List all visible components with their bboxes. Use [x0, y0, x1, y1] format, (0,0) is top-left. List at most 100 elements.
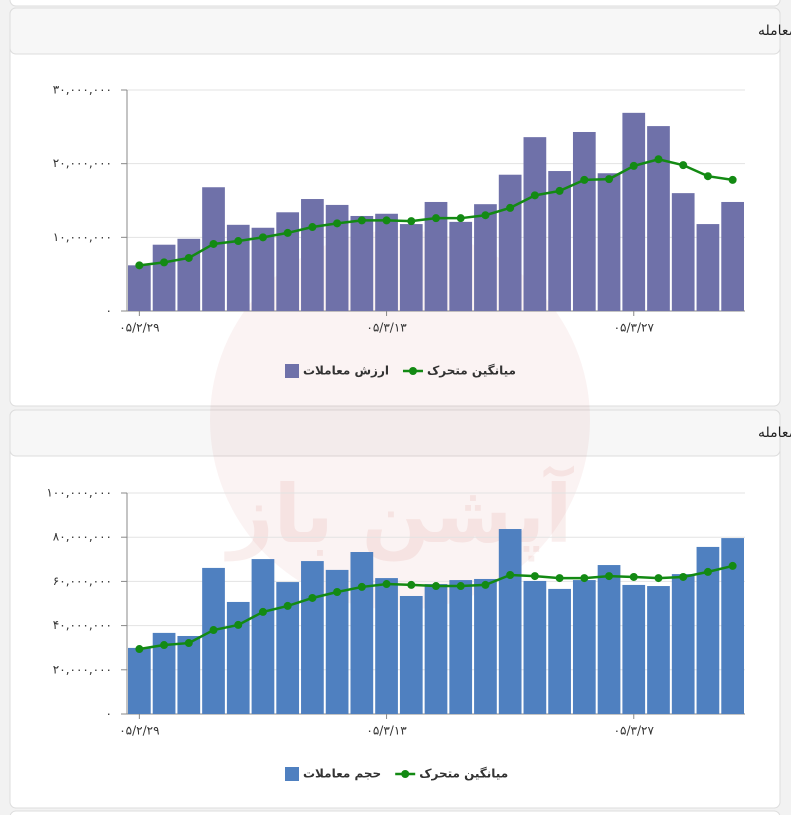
bar	[177, 635, 201, 714]
bar	[696, 224, 720, 311]
line-point	[728, 175, 737, 184]
line-point	[432, 214, 440, 223]
bar	[449, 221, 473, 311]
line-point	[308, 223, 317, 232]
bar	[301, 199, 324, 311]
line-point	[333, 588, 342, 597]
x-tick-label: ۰۵/۳/۲۷	[614, 724, 655, 738]
bar	[696, 546, 720, 714]
chart-title: نمودار روزانه حجم معاملات اختیار معامله	[758, 425, 791, 441]
bar	[128, 647, 151, 714]
bar	[424, 201, 448, 311]
bar	[424, 584, 448, 714]
line-point	[135, 261, 144, 270]
line-point	[258, 233, 267, 242]
y-tick-label: ۶۰,۰۰۰,۰۰۰	[53, 574, 112, 588]
line-point	[382, 580, 391, 589]
line-point	[209, 626, 218, 635]
bar	[671, 574, 695, 714]
bar	[523, 580, 547, 714]
line-point	[283, 228, 292, 237]
line-point	[209, 239, 218, 248]
line-point	[506, 203, 515, 212]
bar	[474, 578, 497, 714]
line-point	[308, 593, 317, 602]
line-point	[679, 572, 688, 581]
bar	[177, 238, 201, 311]
bar	[597, 565, 621, 714]
card-edge	[9, 0, 781, 7]
y-tick-label: ۲۰,۰۰۰,۰۰۰	[53, 662, 112, 676]
y-tick-label: ۰	[106, 304, 112, 318]
legend-swatch	[285, 364, 299, 378]
line-point	[135, 645, 144, 654]
y-tick-label: ۸۰,۰۰۰,۰۰۰	[53, 530, 112, 544]
line-point	[530, 572, 539, 581]
bar	[202, 187, 225, 311]
line-point	[654, 574, 663, 583]
chart-title: نمودار روزانه ارزش معاملات اختیار معامله	[758, 23, 791, 39]
legend-label: میانگین متحرک	[427, 364, 516, 378]
line-point	[432, 582, 440, 591]
legend-swatch	[401, 770, 410, 778]
legend-swatch	[285, 767, 299, 781]
line-point	[530, 191, 539, 200]
x-tick-label: ۰۵/۳/۱۳	[366, 321, 407, 335]
bar	[375, 213, 398, 311]
bar	[721, 201, 744, 311]
line-point	[407, 580, 416, 589]
card-header	[9, 7, 781, 55]
legend-label: ارزش معاملات	[303, 364, 389, 378]
bar	[498, 529, 522, 714]
bar	[226, 601, 250, 714]
bar	[548, 588, 571, 714]
bar	[449, 580, 473, 714]
bar	[671, 193, 695, 311]
bar	[498, 174, 522, 311]
bar	[276, 212, 300, 311]
watermark-logo	[210, 230, 590, 610]
bar	[325, 569, 349, 714]
line-point	[506, 570, 515, 579]
bar	[399, 224, 423, 311]
y-tick-label: ۱۰,۰۰۰,۰۰۰	[53, 230, 112, 244]
bar	[721, 538, 744, 714]
y-tick-label: ۳۰,۰۰۰,۰۰۰	[53, 83, 112, 97]
x-tick-label: ۰۵/۳/۱۳	[366, 724, 407, 738]
line-point	[654, 155, 663, 164]
bar	[375, 578, 398, 714]
bar	[251, 227, 275, 311]
line-point	[234, 237, 243, 246]
line-point	[456, 214, 465, 223]
x-tick-label: ۰۵/۳/۲۷	[614, 321, 655, 335]
bar	[276, 582, 300, 714]
x-tick-label: ۰۵/۲/۲۹	[119, 724, 159, 738]
line-point	[333, 219, 342, 228]
y-tick-label: ۲۰,۰۰۰,۰۰۰	[53, 156, 112, 170]
bar	[202, 567, 225, 714]
y-tick-label: ۰	[106, 707, 112, 721]
line-point	[283, 601, 292, 610]
line-point	[382, 216, 391, 225]
bar	[226, 224, 250, 311]
bar	[399, 595, 423, 714]
line-point	[456, 582, 465, 591]
bar	[647, 586, 670, 714]
card-header	[9, 409, 781, 457]
line-point	[357, 582, 366, 591]
bar	[152, 244, 176, 311]
line-point	[555, 186, 564, 195]
card-edge	[9, 810, 781, 815]
line-point	[234, 620, 243, 629]
bar	[572, 131, 596, 311]
line-point	[728, 561, 737, 570]
bar	[474, 204, 497, 311]
bar	[622, 112, 646, 311]
x-tick-label: ۰۵/۲/۲۹	[119, 321, 159, 335]
line-point	[580, 574, 589, 583]
bar	[548, 171, 571, 311]
line-point	[357, 216, 366, 225]
line-point	[407, 217, 416, 226]
line-point	[481, 580, 490, 589]
